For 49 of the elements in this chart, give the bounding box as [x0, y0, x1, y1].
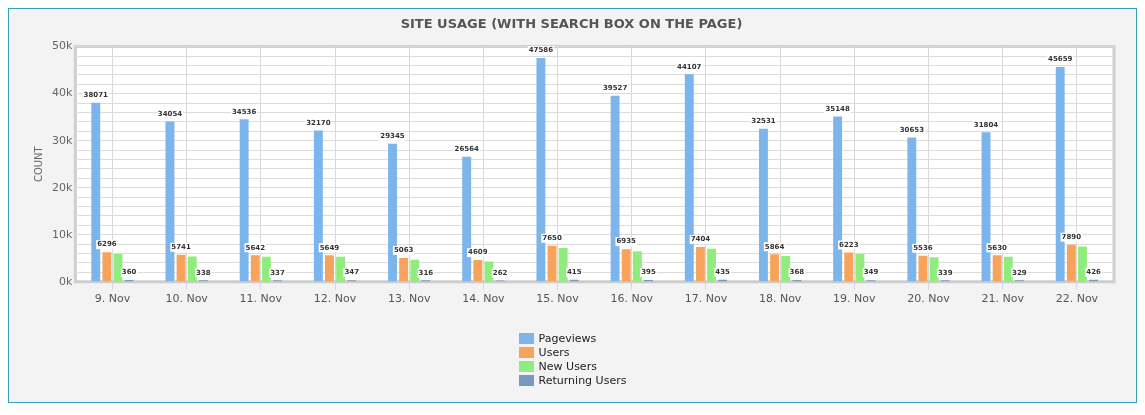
- y-tick-label: 10k: [51, 227, 73, 241]
- x-tick-label: 17. Nov: [684, 292, 728, 306]
- bar: [632, 251, 642, 282]
- bar: [261, 256, 271, 282]
- bar: [770, 254, 780, 282]
- y-tick-label: 0k: [58, 274, 73, 288]
- legend-label: Returning Users: [538, 373, 627, 387]
- x-tick-label: 15. Nov: [536, 292, 580, 306]
- y-tick-label: 30k: [51, 133, 73, 147]
- bar: [410, 259, 420, 282]
- bar: [992, 255, 1002, 282]
- y-tick-label: 50k: [51, 39, 73, 53]
- x-tick-label: 21. Nov: [981, 292, 1025, 306]
- bar: [781, 255, 791, 282]
- x-tick-label: 10. Nov: [165, 292, 209, 306]
- bar: [176, 254, 186, 282]
- legend-label: Users: [538, 345, 570, 359]
- x-tick-label: 16. Nov: [610, 292, 654, 306]
- bar: [1066, 244, 1076, 282]
- bar: [336, 256, 346, 282]
- chart-title: SITE USAGE (WITH SEARCH BOX ON THE PAGE): [400, 16, 743, 32]
- bar: [187, 256, 197, 282]
- bar: [473, 260, 483, 282]
- bar: [929, 257, 939, 282]
- bar: [707, 248, 716, 282]
- x-tick-label: 14. Nov: [462, 292, 506, 306]
- bar: [102, 252, 112, 282]
- x-tick-label: 18. Nov: [758, 292, 802, 306]
- x-tick-label: 12. Nov: [313, 292, 357, 306]
- x-tick-label: 20. Nov: [907, 292, 951, 306]
- bar: [621, 249, 631, 282]
- bar: [325, 255, 334, 282]
- x-tick-label: 22. Nov: [1055, 292, 1099, 306]
- bar: [250, 255, 260, 282]
- x-tick-label: 19. Nov: [833, 292, 877, 306]
- bar: [844, 252, 854, 282]
- legend-label: New Users: [538, 359, 597, 373]
- y-axis-title: COUNT: [32, 145, 44, 183]
- y-tick-label: 20k: [51, 180, 73, 194]
- x-tick-label: 9. Nov: [94, 292, 131, 306]
- bar: [855, 254, 865, 282]
- legend-label: Pageviews: [538, 331, 597, 345]
- bar: [399, 257, 409, 282]
- x-tick-label: 11. Nov: [239, 292, 283, 306]
- bar: [1078, 246, 1087, 282]
- x-tick-label: 13. Nov: [387, 292, 431, 306]
- bar: [1003, 256, 1013, 282]
- y-tick-label: 40k: [51, 86, 73, 100]
- bar: [558, 247, 568, 282]
